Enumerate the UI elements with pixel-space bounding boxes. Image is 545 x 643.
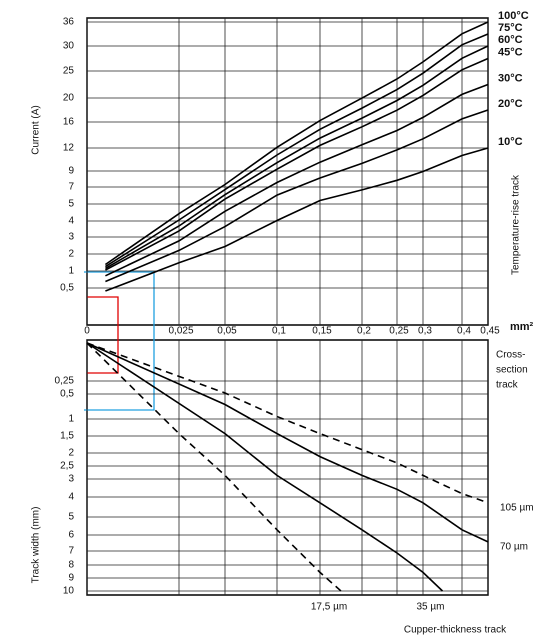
y-axis-title: Current (A): [31, 105, 42, 154]
x-tick-label: 0,15: [312, 326, 332, 337]
y-tick-label: 2,5: [60, 461, 74, 472]
y-tick-label: 7: [68, 546, 74, 557]
example-cyan: [84, 271, 155, 411]
x-unit: mm²: [510, 321, 534, 333]
x-tick-label: 0,3: [418, 326, 432, 337]
y-tick-label: 4: [68, 216, 74, 227]
right-axis-title: Temperature-rise track: [511, 174, 522, 275]
example-red: [87, 296, 119, 374]
y-tick-label: 0,5: [60, 389, 74, 400]
series-label: 100°C: [498, 10, 529, 22]
series-label: 30°C: [498, 72, 523, 84]
curve: [105, 147, 489, 292]
y-tick-label: 25: [63, 66, 75, 77]
series-label: 17,5 µm: [311, 602, 347, 613]
y-tick-label: 30: [63, 41, 75, 52]
y-tick-label: 10: [63, 586, 75, 597]
y-tick-label: 6: [68, 530, 74, 541]
y-tick-label: 36: [63, 17, 75, 28]
y-tick-label: 0,5: [60, 283, 74, 294]
y-tick-label: 3: [68, 474, 74, 485]
x-tick-label: 0: [84, 326, 90, 337]
y-tick-label: 1: [68, 266, 74, 277]
curve: [86, 342, 489, 543]
bottom-frame: [86, 339, 489, 596]
y-tick-label: 9: [68, 166, 74, 177]
y-tick-label: 0,25: [55, 376, 75, 387]
series-label: 105 µm: [500, 502, 534, 513]
y-axis-title: Track width (mm): [31, 507, 42, 584]
y-tick-label: 1: [68, 414, 74, 425]
curve: [86, 342, 444, 592]
series-label: 60°C: [498, 34, 523, 46]
series-label: 20°C: [498, 98, 523, 110]
series-label: 35 µm: [417, 602, 445, 613]
curve: [86, 342, 342, 592]
x-tick-label: 0,45: [480, 326, 500, 337]
x-tick-label: 0,2: [357, 326, 371, 337]
curve: [105, 57, 489, 271]
right-label: Cross-: [496, 350, 525, 361]
right-label: section: [496, 365, 528, 376]
y-tick-label: 7: [68, 182, 74, 193]
curve: [105, 109, 489, 283]
x-tick-label: 0,025: [168, 326, 193, 337]
curve: [105, 45, 489, 270]
series-label: 75°C: [498, 22, 523, 34]
curve: [104, 21, 489, 266]
curve: [86, 342, 489, 504]
series-label: 45°C: [498, 46, 523, 58]
curve: [105, 83, 489, 277]
right-label: track: [496, 380, 519, 391]
y-tick-label: 5: [68, 199, 74, 210]
y-tick-label: 3: [68, 232, 74, 243]
curve: [104, 33, 489, 268]
x-axis-title: Cupper-thickness track: [404, 625, 507, 636]
series-label: 70 µm: [500, 542, 528, 553]
y-tick-label: 16: [63, 117, 75, 128]
x-tick-label: 0,1: [272, 326, 286, 337]
y-tick-label: 4: [68, 492, 74, 503]
y-tick-label: 5: [68, 512, 74, 523]
y-tick-label: 8: [68, 560, 74, 571]
y-tick-label: 1,5: [60, 431, 74, 442]
x-tick-label: 0,4: [457, 326, 471, 337]
y-tick-label: 9: [68, 573, 74, 584]
y-tick-label: 20: [63, 93, 75, 104]
top-frame: [86, 17, 489, 326]
y-tick-label: 2: [68, 448, 74, 459]
y-tick-label: 12: [63, 143, 75, 154]
y-tick-label: 2: [68, 249, 74, 260]
series-label: 10°C: [498, 136, 523, 148]
x-tick-label: 0,25: [389, 326, 409, 337]
x-tick-label: 0,05: [217, 326, 237, 337]
